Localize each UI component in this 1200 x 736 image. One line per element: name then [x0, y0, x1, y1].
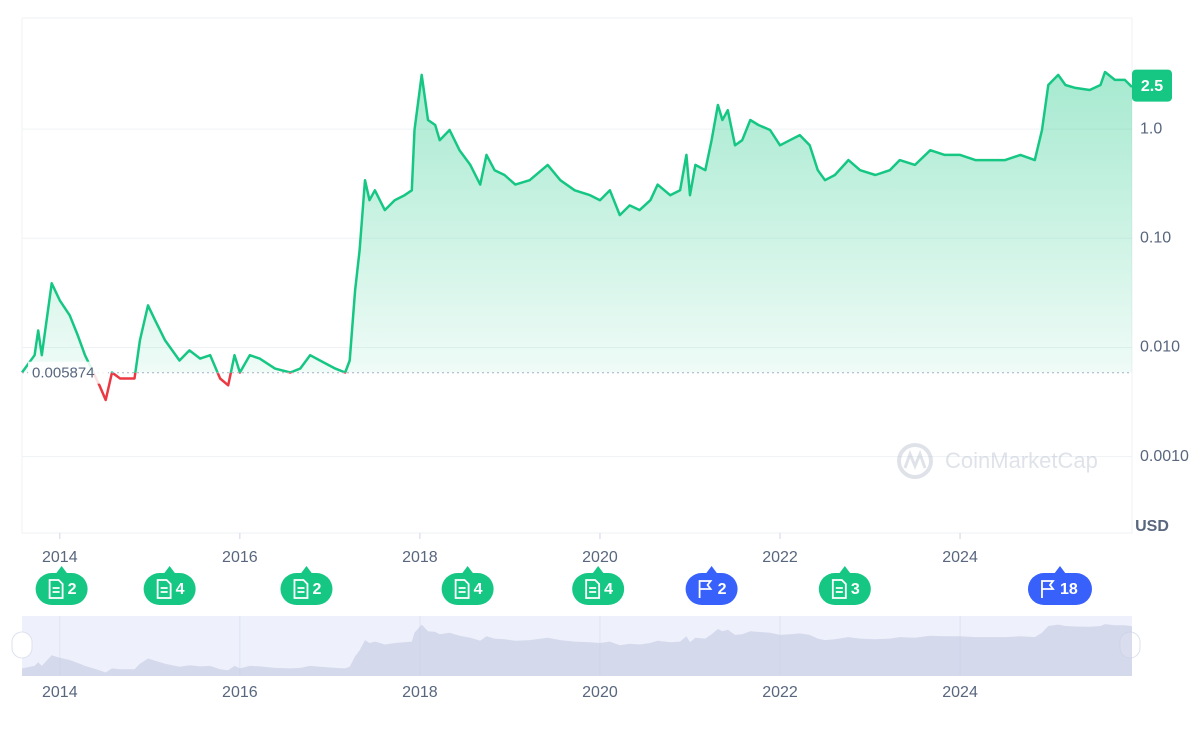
- event-badge[interactable]: 2: [685, 566, 738, 605]
- event-count: 3: [851, 581, 860, 598]
- y-tick-label: 0.0010: [1140, 448, 1189, 465]
- event-pin: [55, 566, 68, 574]
- event-pin: [163, 566, 176, 574]
- price-line: [20, 70, 1133, 373]
- y-tick-label: 1.0: [1140, 120, 1162, 137]
- note-icon: [831, 579, 847, 599]
- x-tick-label: 2018: [402, 549, 438, 566]
- x-tick-label: 2022: [762, 549, 798, 566]
- event-badge[interactable]: 4: [441, 566, 494, 605]
- event-count: 4: [474, 581, 483, 598]
- event-body: [572, 573, 625, 605]
- navigator-tick-label: 2018: [402, 684, 438, 701]
- flag-icon: [1041, 580, 1055, 598]
- navigator-tick-label: 2020: [582, 684, 618, 701]
- event-body: [280, 573, 333, 605]
- current-price-label: 2.5: [1141, 78, 1163, 95]
- event-count: 18: [1060, 581, 1078, 598]
- x-tick-label: 2014: [42, 549, 78, 566]
- note-icon: [585, 579, 601, 599]
- navigator-tick-label: 2014: [42, 684, 78, 701]
- x-tick-label: 2024: [942, 549, 978, 566]
- flag-icon: [698, 580, 713, 598]
- y-tick-label: 0.010: [1140, 339, 1180, 356]
- event-body: [818, 573, 871, 605]
- event-pin: [705, 566, 718, 574]
- event-body: [441, 573, 494, 605]
- x-tick-label: 2016: [222, 549, 258, 566]
- event-pin: [592, 566, 605, 574]
- note-icon: [48, 579, 64, 599]
- event-badge[interactable]: 2: [280, 566, 333, 605]
- navigator-tick-label: 2022: [762, 684, 798, 701]
- watermark: CoinMarketCap: [897, 443, 1098, 479]
- note-icon: [156, 579, 172, 599]
- current-price-tag: [1132, 69, 1172, 102]
- y-unit: USD: [1135, 518, 1169, 535]
- event-badge[interactable]: 2: [35, 566, 88, 605]
- event-pin: [300, 566, 313, 574]
- event-body: [35, 573, 88, 605]
- event-count: 4: [604, 581, 613, 598]
- x-tick-label: 2020: [582, 549, 618, 566]
- event-badge[interactable]: 4: [572, 566, 625, 605]
- event-body: [143, 573, 196, 605]
- note-icon: [293, 579, 309, 599]
- watermark-text: CoinMarketCap: [945, 448, 1098, 473]
- navigator-area: [22, 624, 1132, 676]
- note-icon: [454, 579, 470, 599]
- event-pin: [461, 566, 474, 574]
- area: [22, 72, 1132, 373]
- event-pin: [1053, 566, 1066, 574]
- navigator-handle[interactable]: [11, 631, 33, 659]
- event-count: 2: [718, 581, 727, 598]
- event-badge[interactable]: 3: [818, 566, 871, 605]
- navigator-tick-label: 2016: [222, 684, 258, 701]
- baseline-label-bg: [28, 361, 108, 384]
- event-pin: [838, 566, 851, 574]
- event-count: 2: [68, 581, 77, 598]
- event-badge[interactable]: 4: [143, 566, 196, 605]
- baseline-label: 0.005874: [32, 365, 95, 382]
- navigator-tick-label: 2024: [942, 684, 978, 701]
- event-badge[interactable]: 18: [1027, 566, 1092, 605]
- y-tick-label: 0.10: [1140, 229, 1171, 246]
- event-count: 4: [176, 581, 185, 598]
- event-count: 2: [312, 581, 321, 598]
